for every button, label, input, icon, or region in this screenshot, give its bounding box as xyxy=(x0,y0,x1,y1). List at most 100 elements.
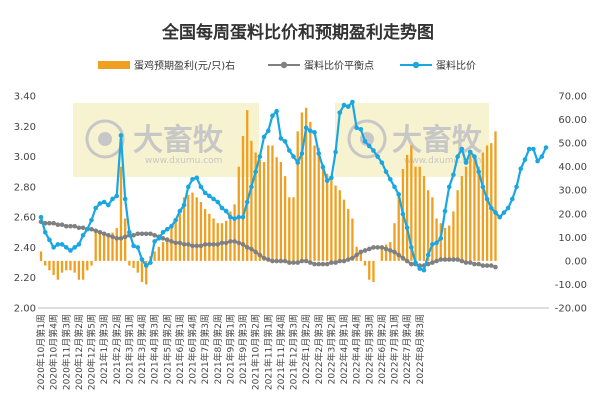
ratio-point xyxy=(320,164,326,170)
left-tick-label: 3.00 xyxy=(14,152,36,163)
ratio-point xyxy=(228,214,233,220)
ratio-point xyxy=(299,151,305,156)
ratio-point xyxy=(198,184,204,190)
ratio-point xyxy=(451,172,456,178)
profit-bar xyxy=(292,197,295,261)
profit-bar xyxy=(267,145,270,261)
ratio-point xyxy=(400,211,406,217)
ratio-point xyxy=(261,134,267,140)
ratio-point xyxy=(278,136,284,141)
x-tick-label: 2022年4月第1周 xyxy=(338,314,350,384)
profit-bar xyxy=(191,192,194,261)
breakeven-point xyxy=(76,225,82,231)
breakeven-point xyxy=(400,255,406,261)
watermark-left-brand: 大畜牧 xyxy=(133,123,224,158)
profit-bar xyxy=(414,166,417,261)
breakeven-point xyxy=(211,242,216,247)
profit-bar xyxy=(182,197,186,261)
ratio-point xyxy=(459,146,465,152)
breakeven-point xyxy=(312,261,317,267)
x-tick-label: 2021年3月第4周 xyxy=(136,314,148,384)
profit-bar xyxy=(90,260,93,266)
x-axis: 2020年10月第1周 2020年10月第4周 2020年11月第3周 2020年12… xyxy=(35,307,549,390)
x-tick-label: 2022年3月第2周 xyxy=(325,314,337,384)
profit-bar xyxy=(178,213,182,261)
x-tick-label: 2022年1月第2周 xyxy=(300,314,312,384)
legend: 蛋鸡预期盈利(元/只)右 蛋料比价平衡点 蛋料比价 xyxy=(98,59,476,72)
profit-bar xyxy=(342,199,346,261)
x-tick-label: 2021年7月第3周 xyxy=(199,314,211,384)
x-tick-label: 2022年5月第3周 xyxy=(363,314,375,384)
ratio-point xyxy=(505,205,511,211)
profit-bar xyxy=(443,227,447,261)
breakeven-point xyxy=(131,233,136,238)
breakeven-point xyxy=(114,236,120,241)
ratio-point xyxy=(42,229,48,235)
x-tick-label: 2021年9月第1周 xyxy=(224,314,236,384)
left-tick-label: 2.00 xyxy=(14,304,36,315)
ratio-point xyxy=(89,217,94,223)
profit-bar xyxy=(254,152,257,261)
legend-label-breakeven: 蛋料比价平衡点 xyxy=(304,59,374,72)
profit-bar xyxy=(157,246,160,261)
ratio-point xyxy=(312,130,317,135)
ratio-point xyxy=(366,143,372,149)
ratio-point xyxy=(543,145,549,150)
ratio-point xyxy=(211,196,216,202)
profit-bar xyxy=(44,260,47,266)
ratio-point xyxy=(446,184,452,190)
breakeven-point xyxy=(379,245,385,250)
profit-bar xyxy=(368,260,371,280)
breakeven-point xyxy=(286,260,292,265)
ratio-point xyxy=(207,193,212,199)
ratio-point xyxy=(535,158,540,164)
profit-bar xyxy=(81,260,85,280)
ratio-point xyxy=(392,184,397,190)
breakeven-point xyxy=(463,260,469,265)
profit-bar xyxy=(477,166,480,261)
legend-marker-breakeven xyxy=(280,61,288,69)
profit-bar xyxy=(448,225,451,261)
breakeven-point xyxy=(438,257,444,262)
profit-bar xyxy=(258,159,261,261)
breakeven-point xyxy=(430,260,435,265)
breakeven-point xyxy=(257,252,263,258)
ratio-point xyxy=(518,166,524,171)
x-tick-label: 2021年9月第3周 xyxy=(237,314,249,384)
profit-bar xyxy=(464,166,468,261)
breakeven-point xyxy=(451,257,456,262)
profit-bar xyxy=(330,178,333,261)
ratio-point xyxy=(337,110,343,115)
ratio-point xyxy=(291,154,296,159)
profit-bar xyxy=(166,237,169,261)
ratio-point xyxy=(68,248,73,253)
breakeven-point xyxy=(164,237,170,243)
profit-bar xyxy=(334,185,337,261)
breakeven-point xyxy=(299,258,305,264)
breakeven-point xyxy=(236,240,242,246)
profit-bar xyxy=(111,232,114,261)
profit-bar xyxy=(313,145,316,261)
breakeven-point xyxy=(493,264,498,270)
ratio-point xyxy=(329,175,334,181)
profit-bar xyxy=(86,260,89,271)
profit-bar xyxy=(195,197,198,261)
breakeven-point xyxy=(409,261,414,267)
breakeven-point xyxy=(295,260,301,265)
ratio-point xyxy=(236,214,242,220)
profit-bar xyxy=(283,176,287,261)
profit-bar xyxy=(405,154,409,261)
breakeven-point xyxy=(484,263,490,268)
ratio-point xyxy=(442,208,448,214)
breakeven-point xyxy=(366,246,372,252)
x-tick-label: 2022年4月第4周 xyxy=(351,314,363,384)
legend-swatch-profit xyxy=(98,61,130,69)
breakeven-point xyxy=(253,249,258,255)
right-tick-label: -20.00 xyxy=(555,304,587,315)
right-y-axis: -20.00 -10.00 0.00 10.00 20.00 30.00 40.00 50.0… xyxy=(555,92,587,315)
breakeven-point xyxy=(207,242,212,247)
breakeven-point xyxy=(375,245,380,250)
profit-bar xyxy=(372,260,375,283)
breakeven-point xyxy=(55,222,61,228)
profit-bar xyxy=(363,260,367,266)
